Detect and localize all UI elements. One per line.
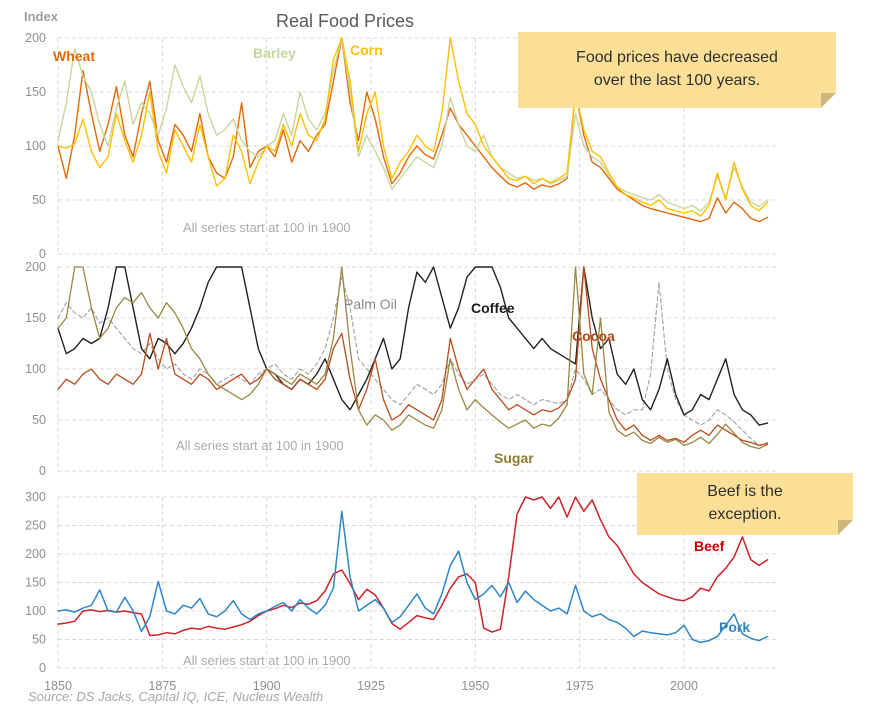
- x-tick-label: 1925: [357, 679, 385, 693]
- y-tick-label: 100: [25, 604, 46, 618]
- annotation-note-beef-line2: exception.: [708, 506, 782, 523]
- x-tick-label: 1900: [253, 679, 281, 693]
- x-tick-label: 2000: [670, 679, 698, 693]
- panel-footnote: All series start at 100 in 1900: [176, 438, 344, 453]
- annotation-note-top-line1: Food prices have decreased: [576, 49, 778, 67]
- y-tick-label: 100: [25, 362, 46, 376]
- y-tick-label: 100: [25, 139, 46, 153]
- y-tick-label: 50: [32, 413, 46, 427]
- y-tick-label: 250: [25, 519, 46, 533]
- annotation-note-beef-line1: Beef is the: [707, 483, 783, 501]
- series-label-corn: Corn: [350, 42, 383, 58]
- series-label-beef: Beef: [694, 538, 725, 554]
- series-label-wheat: Wheat: [53, 48, 95, 64]
- x-tick-label: 1850: [44, 679, 72, 693]
- y-tick-label: 0: [39, 464, 46, 478]
- y-tick-label: 200: [25, 31, 46, 45]
- y-tick-label: 200: [25, 260, 46, 274]
- annotation-note-top: Food prices have decreased over the last…: [518, 32, 836, 108]
- series-label-cocoa: Cocoa: [572, 328, 615, 344]
- series-label-palm-oil: Palm Oil: [344, 296, 397, 312]
- series-line-palm-oil: [57, 276, 769, 447]
- y-tick-label: 0: [39, 247, 46, 261]
- series-line-beef: [57, 496, 769, 637]
- series-label-barley: Barley: [253, 45, 296, 61]
- annotation-note-beef: Beef is the exception.: [637, 473, 853, 535]
- panel-footnote: All series start at 100 in 1900: [183, 653, 351, 668]
- y-tick-label: 150: [25, 576, 46, 590]
- series-label-pork: Pork: [719, 619, 750, 635]
- annotation-note-top-line2: over the last 100 years.: [593, 72, 761, 89]
- y-tick-label: 200: [25, 547, 46, 561]
- series-line-sugar: [57, 266, 769, 450]
- series-line-coffee: [57, 266, 769, 426]
- x-tick-label: 1975: [566, 679, 594, 693]
- series-line-wheat: [57, 37, 769, 223]
- x-tick-label: 1950: [461, 679, 489, 693]
- panel-footnote: All series start at 100 in 1900: [183, 220, 351, 235]
- y-tick-label: 150: [25, 311, 46, 325]
- series-line-corn: [57, 37, 769, 217]
- series-line-pork: [57, 510, 769, 644]
- y-tick-label: 0: [39, 661, 46, 675]
- series-label-sugar: Sugar: [494, 450, 534, 466]
- y-tick-label: 50: [32, 193, 46, 207]
- source-attribution: Source: DS Jacks, Capital IQ, ICE, Nucle…: [28, 689, 324, 704]
- series-line-barley: [57, 37, 769, 212]
- y-tick-label: 150: [25, 85, 46, 99]
- series-line-cocoa: [57, 266, 769, 447]
- y-tick-label: 50: [32, 633, 46, 647]
- x-tick-label: 1875: [148, 679, 176, 693]
- page-title: Real Food Prices: [275, 11, 415, 31]
- y-tick-label: 300: [25, 490, 46, 504]
- y-axis-title: Index: [24, 9, 58, 24]
- series-label-coffee: Coffee: [471, 300, 515, 316]
